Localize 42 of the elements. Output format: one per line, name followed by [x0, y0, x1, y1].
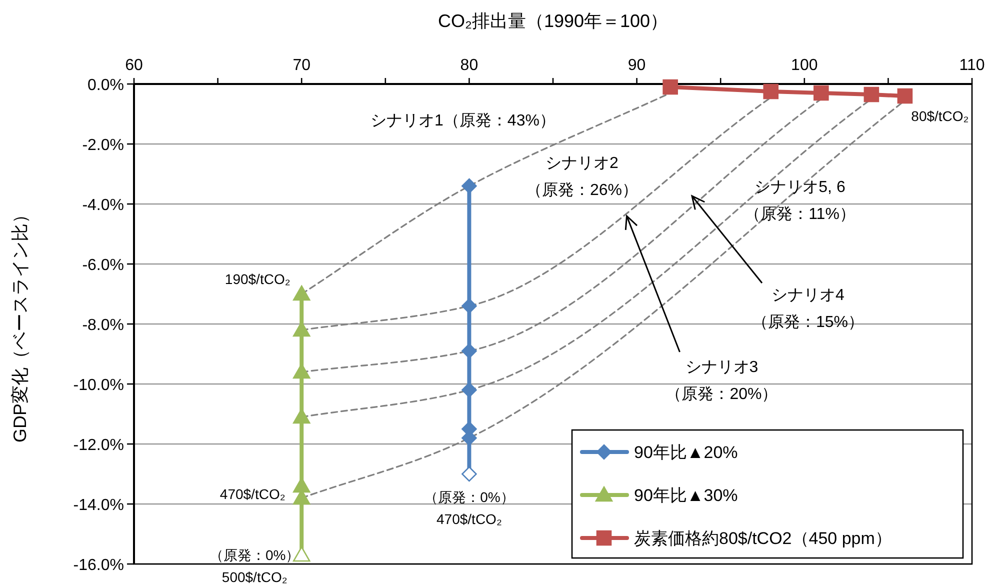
legend-label: 炭素価格約80$/tCO2（450 ppm）: [634, 529, 892, 548]
point: [897, 88, 913, 104]
x-axis-title: CO₂排出量（1990年＝100）: [438, 11, 668, 31]
point: [292, 285, 310, 301]
point: [462, 298, 477, 314]
y-axis-title: GDP変化（ベースライン比）: [10, 205, 30, 443]
point: [763, 84, 779, 100]
y-tick-label: -6.0%: [82, 257, 124, 274]
y-tick-label: -4.0%: [82, 197, 124, 214]
x-tick-label: 70: [292, 57, 311, 74]
x-tick-label: 90: [628, 57, 646, 74]
annotation: シナリオ5, 6 （原発：11%）: [744, 179, 856, 224]
y-tick-label: -10.0%: [73, 377, 124, 394]
point: [864, 86, 880, 102]
point: [462, 466, 477, 482]
y-tick-label: -2.0%: [82, 137, 124, 154]
y-tick-label: -8.0%: [82, 317, 124, 334]
annotation: （原発：0%） 470$/tCO₂: [424, 488, 514, 527]
point: [292, 546, 310, 562]
point: [462, 382, 477, 398]
x-tick-label: 100: [791, 57, 818, 74]
annotation: シナリオ4 （原発：15%）: [752, 287, 864, 332]
y-tick-label: -14.0%: [73, 497, 124, 514]
annotation: 80$/tCO₂: [911, 108, 969, 124]
legend-label: 90年比▲30%: [634, 486, 738, 505]
legend-label: 90年比▲20%: [634, 443, 738, 462]
annotation: シナリオ2 （原発：26%）: [526, 155, 638, 200]
point: [662, 79, 678, 95]
x-tick-label: 80: [460, 57, 478, 74]
annotation: 470$/tCO₂: [220, 486, 286, 502]
x-tick-label: 110: [959, 57, 985, 74]
annotation: シナリオ1（原発：43%）: [370, 112, 556, 130]
y-tick-label: -16.0%: [73, 557, 124, 574]
x-tick-label: 60: [125, 57, 143, 74]
point: [462, 178, 477, 194]
annotation: （原発：0%） 500$/tCO₂: [209, 546, 300, 585]
point: [814, 85, 829, 101]
annotation: シナリオ3 （原発：20%）: [666, 359, 778, 404]
y-tick-label: 0.0%: [88, 77, 124, 94]
annotation: 190$/tCO₂: [224, 270, 290, 287]
point: [462, 343, 477, 359]
y-tick-label: -12.0%: [73, 437, 124, 454]
